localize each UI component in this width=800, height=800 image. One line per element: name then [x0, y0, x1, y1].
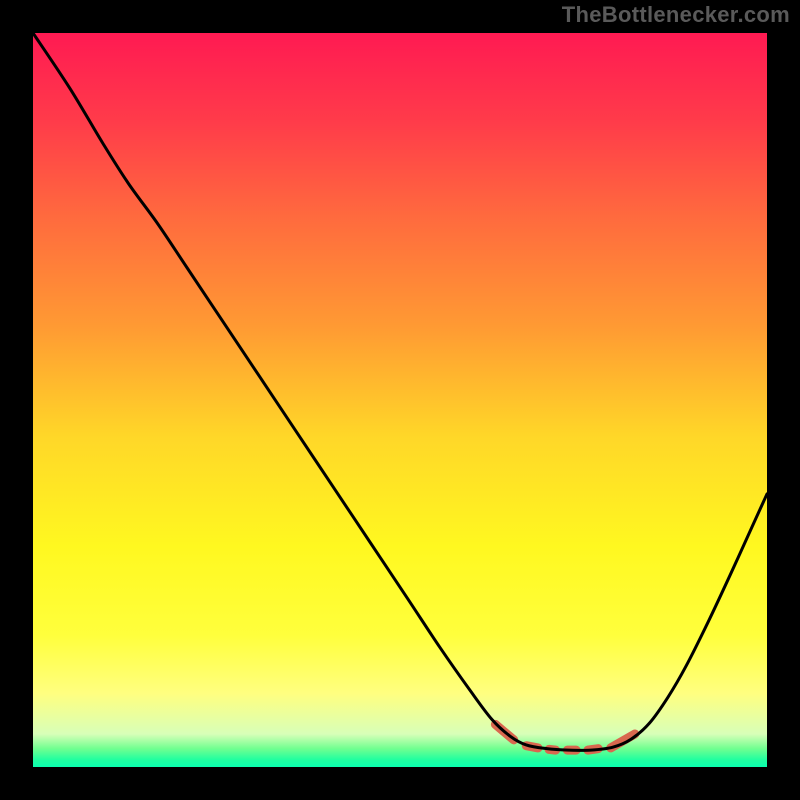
watermark-text: TheBottlenecker.com [562, 2, 790, 28]
plot-area [33, 33, 767, 767]
bottleneck-curve [33, 33, 767, 750]
curve-layer [33, 33, 767, 767]
chart-frame: TheBottlenecker.com [0, 0, 800, 800]
